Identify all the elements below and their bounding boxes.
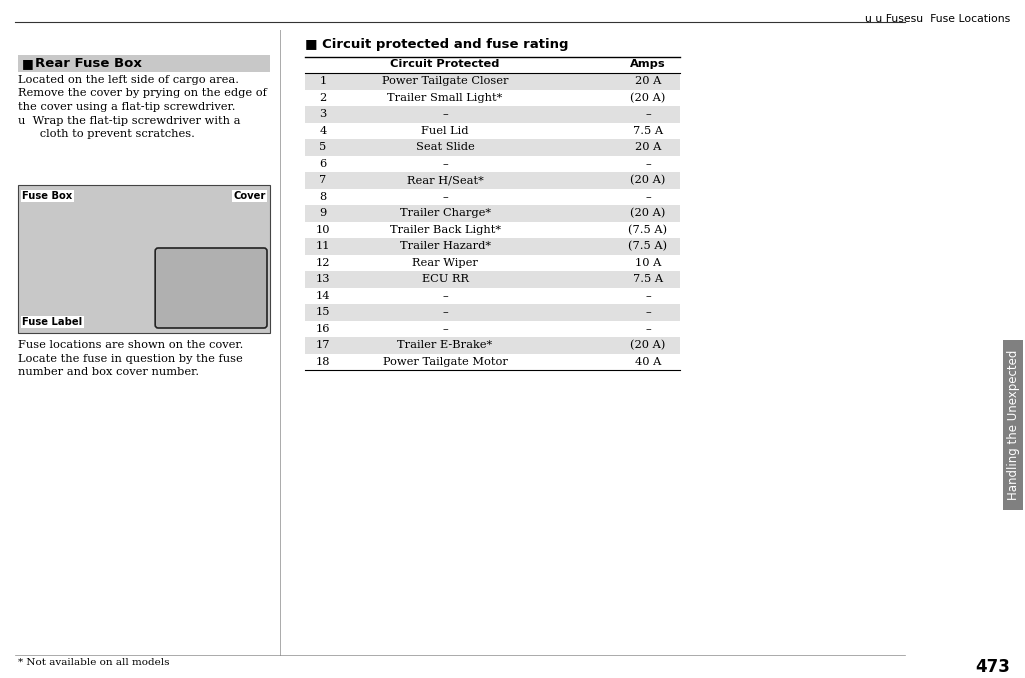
- Text: 4: 4: [320, 125, 327, 136]
- Text: Locate the fuse in question by the fuse: Locate the fuse in question by the fuse: [18, 353, 243, 363]
- Text: 8: 8: [320, 192, 327, 202]
- Text: –: –: [645, 109, 651, 119]
- Text: 18: 18: [316, 357, 330, 367]
- Text: 40 A: 40 A: [634, 357, 661, 367]
- Text: Fuel Lid: Fuel Lid: [421, 125, 468, 136]
- Text: 14: 14: [316, 291, 330, 301]
- Text: Remove the cover by prying on the edge of: Remove the cover by prying on the edge o…: [18, 89, 266, 98]
- Text: –: –: [442, 159, 448, 169]
- Text: Fuse Box: Fuse Box: [22, 191, 72, 201]
- Text: 16: 16: [316, 324, 330, 334]
- Text: 20 A: 20 A: [634, 76, 661, 86]
- Text: 17: 17: [316, 340, 330, 351]
- Text: (20 A): (20 A): [630, 93, 665, 103]
- Text: (7.5 A): (7.5 A): [628, 241, 667, 252]
- Text: –: –: [645, 307, 651, 317]
- Text: Power Tailgate Motor: Power Tailgate Motor: [382, 357, 507, 367]
- Text: 9: 9: [320, 208, 327, 218]
- Text: 7: 7: [320, 175, 327, 185]
- Text: Rear Wiper: Rear Wiper: [412, 258, 478, 268]
- Text: 15: 15: [316, 307, 330, 317]
- Bar: [18, 185, 270, 333]
- Text: Trailer Charge*: Trailer Charge*: [400, 208, 491, 218]
- Text: –: –: [645, 324, 651, 334]
- Text: (20 A): (20 A): [630, 175, 665, 185]
- Text: Power Tailgate Closer: Power Tailgate Closer: [381, 76, 508, 86]
- Text: cloth to prevent scratches.: cloth to prevent scratches.: [18, 129, 195, 139]
- Bar: [305, 238, 680, 254]
- Text: Circuit Protected: Circuit Protected: [391, 59, 500, 69]
- Text: Seat Slide: Seat Slide: [415, 142, 475, 153]
- Text: 473: 473: [975, 658, 1010, 676]
- Text: –: –: [442, 307, 448, 317]
- Bar: [305, 205, 680, 222]
- Text: u  Wrap the flat-tip screwdriver with a: u Wrap the flat-tip screwdriver with a: [18, 115, 241, 125]
- Text: ■: ■: [22, 57, 34, 70]
- Text: (20 A): (20 A): [630, 340, 665, 351]
- Bar: [305, 337, 680, 353]
- Text: Trailer E-Brake*: Trailer E-Brake*: [398, 340, 493, 351]
- Text: ECU RR: ECU RR: [421, 274, 468, 284]
- Text: –: –: [442, 324, 448, 334]
- Text: Trailer Small Light*: Trailer Small Light*: [387, 93, 502, 103]
- Text: Cover: Cover: [234, 191, 266, 201]
- Text: the cover using a flat-tip screwdriver.: the cover using a flat-tip screwdriver.: [18, 102, 236, 112]
- Text: Trailer Back Light*: Trailer Back Light*: [390, 224, 500, 235]
- Text: 5: 5: [320, 142, 327, 153]
- Text: 3: 3: [320, 109, 327, 119]
- Text: –: –: [442, 109, 448, 119]
- Bar: [305, 304, 680, 321]
- Text: 12: 12: [316, 258, 330, 268]
- Text: number and box cover number.: number and box cover number.: [18, 367, 199, 377]
- Text: 13: 13: [316, 274, 330, 284]
- Text: 11: 11: [316, 241, 330, 252]
- Text: Amps: Amps: [630, 59, 666, 69]
- Text: Handling the Unexpected: Handling the Unexpected: [1007, 350, 1020, 500]
- Text: Located on the left side of cargo area.: Located on the left side of cargo area.: [18, 75, 239, 85]
- Text: (20 A): (20 A): [630, 208, 665, 218]
- Text: 2: 2: [320, 93, 327, 103]
- Text: –: –: [645, 291, 651, 301]
- Text: –: –: [645, 192, 651, 202]
- Text: 7.5 A: 7.5 A: [633, 274, 663, 284]
- Text: (7.5 A): (7.5 A): [628, 224, 667, 235]
- Bar: [305, 73, 680, 89]
- Text: Rear H/Seat*: Rear H/Seat*: [407, 175, 484, 185]
- Text: 20 A: 20 A: [634, 142, 661, 153]
- Text: Fuse locations are shown on the cover.: Fuse locations are shown on the cover.: [18, 340, 243, 350]
- Bar: [305, 139, 680, 155]
- Text: * Not available on all models: * Not available on all models: [18, 658, 169, 667]
- Text: 7.5 A: 7.5 A: [633, 125, 663, 136]
- Text: 6: 6: [320, 159, 327, 169]
- Text: ■ Circuit protected and fuse rating: ■ Circuit protected and fuse rating: [305, 38, 569, 51]
- Text: –: –: [442, 291, 448, 301]
- Bar: [305, 271, 680, 287]
- Text: 10 A: 10 A: [634, 258, 661, 268]
- Text: Fuse Label: Fuse Label: [22, 317, 82, 327]
- Text: 10: 10: [316, 224, 330, 235]
- FancyBboxPatch shape: [155, 248, 266, 328]
- Bar: [305, 172, 680, 188]
- Text: 1: 1: [320, 76, 327, 86]
- Text: Rear Fuse Box: Rear Fuse Box: [35, 57, 141, 70]
- Bar: [18, 55, 270, 72]
- Bar: [1003, 340, 1023, 510]
- Text: u u Fusesu  Fuse Locations: u u Fusesu Fuse Locations: [865, 14, 1010, 24]
- Text: –: –: [645, 159, 651, 169]
- Bar: [305, 106, 680, 123]
- Text: –: –: [442, 192, 448, 202]
- Text: Trailer Hazard*: Trailer Hazard*: [400, 241, 491, 252]
